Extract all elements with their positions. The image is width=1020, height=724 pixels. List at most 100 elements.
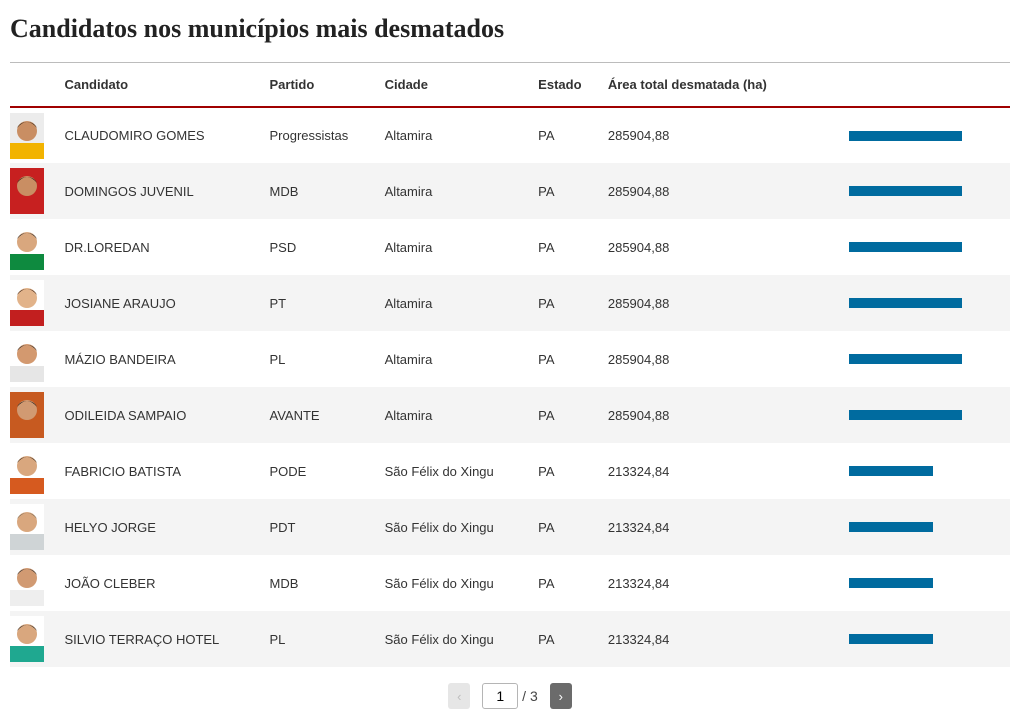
table-row[interactable]: DR.LOREDANPSDAltamiraPA285904,88 bbox=[10, 219, 1010, 275]
candidate-name: JOSIANE ARAUJO bbox=[56, 275, 261, 331]
table-row[interactable]: HELYO JORGEPDTSão Félix do XinguPA213324… bbox=[10, 499, 1010, 555]
candidate-avatar bbox=[10, 560, 44, 606]
candidate-party: MDB bbox=[262, 555, 377, 611]
area-bar bbox=[849, 466, 999, 476]
candidate-state: PA bbox=[530, 443, 600, 499]
candidate-city: São Félix do Xingu bbox=[377, 555, 531, 611]
candidate-state: PA bbox=[530, 219, 600, 275]
candidate-city: São Félix do Xingu bbox=[377, 443, 531, 499]
candidate-photo-cell bbox=[10, 331, 56, 387]
candidate-party: PDT bbox=[262, 499, 377, 555]
deforested-area: 285904,88 bbox=[600, 219, 841, 275]
deforested-area: 213324,84 bbox=[600, 611, 841, 667]
area-bar bbox=[849, 298, 999, 308]
candidate-photo-cell bbox=[10, 443, 56, 499]
col-state[interactable]: Estado bbox=[530, 63, 600, 107]
candidate-party: PT bbox=[262, 275, 377, 331]
col-candidate[interactable]: Candidato bbox=[56, 63, 261, 107]
candidate-photo-cell bbox=[10, 219, 56, 275]
candidate-city: Altamira bbox=[377, 219, 531, 275]
pagination: ‹ / 3 › bbox=[10, 667, 1010, 713]
col-city[interactable]: Cidade bbox=[377, 63, 531, 107]
table-row[interactable]: ODILEIDA SAMPAIOAVANTEAltamiraPA285904,8… bbox=[10, 387, 1010, 443]
candidate-state: PA bbox=[530, 163, 600, 219]
deforested-area: 213324,84 bbox=[600, 443, 841, 499]
candidate-photo-cell bbox=[10, 611, 56, 667]
area-bar-cell bbox=[841, 219, 1010, 275]
area-bar bbox=[849, 578, 999, 588]
col-bar bbox=[841, 63, 1010, 107]
page-separator: / bbox=[522, 688, 526, 704]
table-row[interactable]: DOMINGOS JUVENILMDBAltamiraPA285904,88 bbox=[10, 163, 1010, 219]
candidate-name: ODILEIDA SAMPAIO bbox=[56, 387, 261, 443]
area-bar bbox=[849, 354, 999, 364]
candidate-party: PODE bbox=[262, 443, 377, 499]
prev-page-button[interactable]: ‹ bbox=[448, 683, 470, 709]
area-bar-cell bbox=[841, 611, 1010, 667]
area-bar-cell bbox=[841, 331, 1010, 387]
total-pages: 3 bbox=[530, 688, 538, 704]
deforested-area: 285904,88 bbox=[600, 107, 841, 163]
area-bar-cell bbox=[841, 275, 1010, 331]
area-bar-cell bbox=[841, 555, 1010, 611]
candidate-party: Progressistas bbox=[262, 107, 377, 163]
table-body: CLAUDOMIRO GOMESProgressistasAltamiraPA2… bbox=[10, 107, 1010, 667]
candidate-photo-cell bbox=[10, 387, 56, 443]
candidate-name: DOMINGOS JUVENIL bbox=[56, 163, 261, 219]
deforested-area: 285904,88 bbox=[600, 331, 841, 387]
candidate-city: Altamira bbox=[377, 107, 531, 163]
table-row[interactable]: FABRICIO BATISTAPODESão Félix do XinguPA… bbox=[10, 443, 1010, 499]
candidate-name: JOÃO CLEBER bbox=[56, 555, 261, 611]
candidate-state: PA bbox=[530, 555, 600, 611]
area-bar bbox=[849, 186, 999, 196]
deforested-area: 285904,88 bbox=[600, 163, 841, 219]
table-row[interactable]: MÁZIO BANDEIRAPLAltamiraPA285904,88 bbox=[10, 331, 1010, 387]
deforested-area: 213324,84 bbox=[600, 555, 841, 611]
deforested-area: 285904,88 bbox=[600, 275, 841, 331]
table-row[interactable]: SILVIO TERRAÇO HOTELPLSão Félix do Xingu… bbox=[10, 611, 1010, 667]
candidate-photo-cell bbox=[10, 499, 56, 555]
candidate-city: Altamira bbox=[377, 275, 531, 331]
page-indicator: / 3 bbox=[482, 683, 537, 709]
candidate-city: Altamira bbox=[377, 163, 531, 219]
page-title: Candidatos nos municípios mais desmatado… bbox=[10, 14, 1010, 44]
col-photo[interactable] bbox=[10, 63, 56, 107]
deforested-area: 285904,88 bbox=[600, 387, 841, 443]
candidate-name: FABRICIO BATISTA bbox=[56, 443, 261, 499]
candidate-avatar bbox=[10, 113, 44, 159]
table-row[interactable]: CLAUDOMIRO GOMESProgressistasAltamiraPA2… bbox=[10, 107, 1010, 163]
col-area[interactable]: Área total desmatada (ha) bbox=[600, 63, 841, 107]
area-bar bbox=[849, 242, 999, 252]
candidate-state: PA bbox=[530, 107, 600, 163]
candidate-party: PL bbox=[262, 331, 377, 387]
candidate-city: São Félix do Xingu bbox=[377, 499, 531, 555]
candidate-avatar bbox=[10, 224, 44, 270]
candidate-avatar bbox=[10, 336, 44, 382]
next-page-button[interactable]: › bbox=[550, 683, 572, 709]
candidate-photo-cell bbox=[10, 163, 56, 219]
candidate-state: PA bbox=[530, 387, 600, 443]
table-row[interactable]: JOÃO CLEBERMDBSão Félix do XinguPA213324… bbox=[10, 555, 1010, 611]
candidate-name: HELYO JORGE bbox=[56, 499, 261, 555]
col-party[interactable]: Partido bbox=[262, 63, 377, 107]
page-number-input[interactable] bbox=[482, 683, 518, 709]
candidate-party: PSD bbox=[262, 219, 377, 275]
candidate-state: PA bbox=[530, 331, 600, 387]
table-header-row: Candidato Partido Cidade Estado Área tot… bbox=[10, 63, 1010, 107]
area-bar-cell bbox=[841, 107, 1010, 163]
candidate-name: MÁZIO BANDEIRA bbox=[56, 331, 261, 387]
candidate-avatar bbox=[10, 392, 44, 438]
candidate-avatar bbox=[10, 616, 44, 662]
candidate-avatar bbox=[10, 280, 44, 326]
table-row[interactable]: JOSIANE ARAUJOPTAltamiraPA285904,88 bbox=[10, 275, 1010, 331]
deforested-area: 213324,84 bbox=[600, 499, 841, 555]
area-bar-cell bbox=[841, 499, 1010, 555]
candidate-city: Altamira bbox=[377, 387, 531, 443]
candidate-name: SILVIO TERRAÇO HOTEL bbox=[56, 611, 261, 667]
candidate-photo-cell bbox=[10, 275, 56, 331]
candidate-state: PA bbox=[530, 611, 600, 667]
candidate-avatar bbox=[10, 168, 44, 214]
area-bar-cell bbox=[841, 443, 1010, 499]
candidate-name: CLAUDOMIRO GOMES bbox=[56, 107, 261, 163]
area-bar-cell bbox=[841, 387, 1010, 443]
